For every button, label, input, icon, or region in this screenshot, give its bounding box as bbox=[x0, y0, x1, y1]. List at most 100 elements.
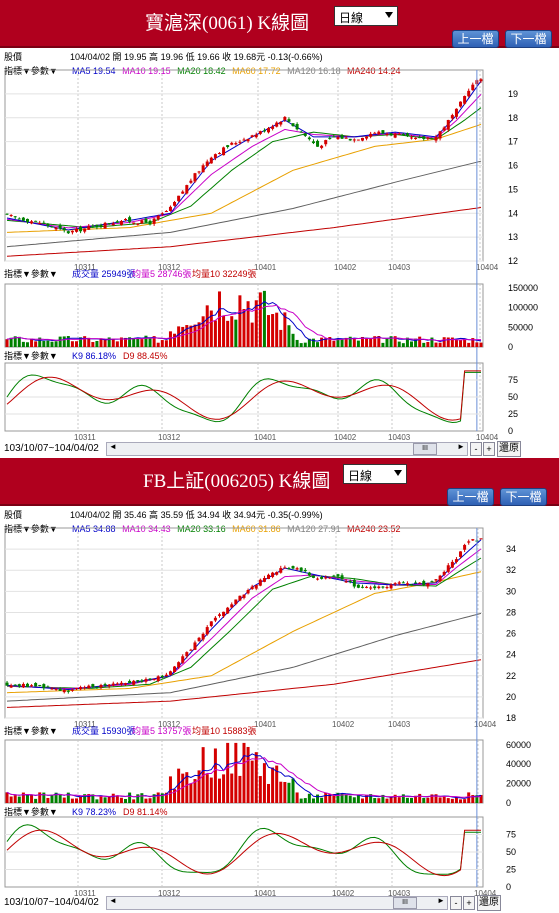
volume-bar bbox=[352, 338, 356, 347]
volume-bar bbox=[463, 799, 467, 803]
candle-body bbox=[369, 587, 373, 589]
candle-body bbox=[119, 220, 123, 225]
candle-body bbox=[213, 617, 217, 621]
candle-body bbox=[348, 138, 352, 141]
candle-body bbox=[479, 538, 483, 540]
volume-bar bbox=[58, 336, 62, 347]
vol-tick-3: 0 bbox=[508, 342, 513, 352]
volume-bar bbox=[360, 798, 364, 803]
candle-body bbox=[340, 575, 344, 580]
candle-body bbox=[70, 230, 74, 233]
volume-bar bbox=[377, 335, 381, 347]
candle-body bbox=[156, 676, 160, 681]
ma-line-ma60 bbox=[6, 571, 482, 694]
candle-body bbox=[201, 633, 205, 640]
volume-bar bbox=[287, 325, 291, 347]
candle-body bbox=[160, 213, 164, 215]
candle-body bbox=[99, 684, 103, 688]
scroll-thumb[interactable]: III bbox=[393, 897, 417, 909]
volume-bar bbox=[254, 300, 258, 347]
candle-body bbox=[430, 138, 434, 140]
month-label-price-2: 10401 bbox=[254, 263, 277, 272]
zoom-out-button[interactable]: - bbox=[470, 442, 482, 456]
volume-bar bbox=[340, 339, 344, 347]
reset-button[interactable]: 還原 bbox=[477, 895, 501, 911]
volume-bar bbox=[475, 795, 479, 803]
volume-bar bbox=[25, 794, 29, 803]
scroll-left-arrow[interactable]: ◄ bbox=[109, 896, 117, 905]
reset-button[interactable]: 還原 bbox=[497, 441, 521, 457]
zoom-in-button[interactable]: + bbox=[483, 442, 495, 456]
candle-body bbox=[450, 115, 454, 119]
period-select[interactable]: 日線 bbox=[334, 6, 398, 26]
volume-bar bbox=[185, 325, 189, 347]
volume-bar bbox=[62, 336, 66, 347]
candle-body bbox=[344, 581, 348, 583]
scroll-thumb[interactable]: III bbox=[413, 443, 437, 455]
stock-chart-svg[interactable]: 股價 104/04/02 開 35.46 高 35.59 低 34.94 收 34… bbox=[0, 508, 559, 896]
panel-header: 寶滬深(0061) K線圖 日線 上一檔 下一檔 bbox=[0, 0, 559, 48]
volume-bar bbox=[242, 308, 246, 347]
volume-bar bbox=[328, 794, 332, 803]
kd-legend-1: D9 81.14% bbox=[123, 807, 168, 817]
volume-bar bbox=[401, 343, 405, 347]
price-tick-6: 13 bbox=[508, 232, 518, 242]
prev-stock-button[interactable]: 上一檔 bbox=[447, 488, 494, 506]
prev-stock-button[interactable]: 上一檔 bbox=[452, 30, 499, 48]
volume-bar bbox=[434, 794, 438, 803]
volume-bar bbox=[356, 340, 360, 347]
scroll-right-arrow[interactable]: ► bbox=[457, 442, 465, 451]
next-stock-button[interactable]: 下一檔 bbox=[505, 30, 552, 48]
price-tick-0: 34 bbox=[506, 544, 516, 554]
volume-bar bbox=[136, 794, 140, 803]
volume-bar bbox=[393, 794, 397, 803]
period-select-value: 日線 bbox=[348, 469, 373, 483]
candle-body bbox=[79, 226, 83, 232]
volume-bar bbox=[242, 742, 246, 803]
candle-body bbox=[365, 136, 369, 139]
period-select-value: 日線 bbox=[339, 11, 364, 25]
volume-bar bbox=[414, 795, 418, 803]
scroll-left-arrow[interactable]: ◄ bbox=[109, 442, 117, 451]
volume-bar bbox=[83, 336, 87, 347]
volume-bar bbox=[111, 793, 115, 803]
volume-bar bbox=[156, 792, 160, 803]
next-stock-button[interactable]: 下一檔 bbox=[500, 488, 547, 506]
volume-bar bbox=[479, 794, 483, 803]
volume-bar bbox=[332, 794, 336, 803]
volume-bar bbox=[438, 342, 442, 347]
volume-bar bbox=[54, 341, 58, 347]
month-label-kd-3: 10402 bbox=[334, 433, 357, 442]
candle-body bbox=[144, 218, 148, 223]
month-label-price-0: 10311 bbox=[74, 720, 96, 729]
volume-bar bbox=[389, 336, 393, 347]
candle-body bbox=[99, 224, 103, 227]
zoom-in-button[interactable]: + bbox=[463, 896, 475, 910]
candle-body bbox=[450, 561, 454, 568]
volume-bar bbox=[87, 794, 91, 803]
candle-body bbox=[336, 574, 340, 577]
zoom-out-button[interactable]: - bbox=[450, 896, 462, 910]
volume-ma10-line bbox=[6, 757, 482, 798]
scroll-right-arrow[interactable]: ► bbox=[437, 896, 445, 905]
candle-body bbox=[217, 153, 221, 155]
candle-body bbox=[454, 559, 458, 563]
vol-indicator-label: 指標▼參數▼ bbox=[4, 268, 58, 279]
volume-bar bbox=[410, 797, 414, 803]
candle-body bbox=[140, 220, 144, 224]
candle-body bbox=[397, 133, 401, 135]
volume-bar bbox=[25, 342, 29, 347]
volume-bar bbox=[79, 337, 83, 347]
volume-bar bbox=[262, 763, 266, 803]
candle-body bbox=[62, 228, 66, 231]
scrollbar[interactable]: ◄ III ► bbox=[106, 442, 468, 456]
candle-body bbox=[320, 145, 324, 148]
candle-body bbox=[311, 141, 315, 144]
period-select[interactable]: 日線 bbox=[343, 464, 407, 484]
volume-bar bbox=[107, 337, 111, 347]
candle-body bbox=[414, 582, 418, 584]
scrollbar[interactable]: ◄ III ► bbox=[106, 896, 448, 910]
candle-body bbox=[168, 671, 172, 675]
candle-body bbox=[62, 689, 66, 693]
stock-chart-svg[interactable]: 股價 104/04/02 開 19.95 高 19.96 低 19.66 收 19… bbox=[0, 50, 559, 442]
